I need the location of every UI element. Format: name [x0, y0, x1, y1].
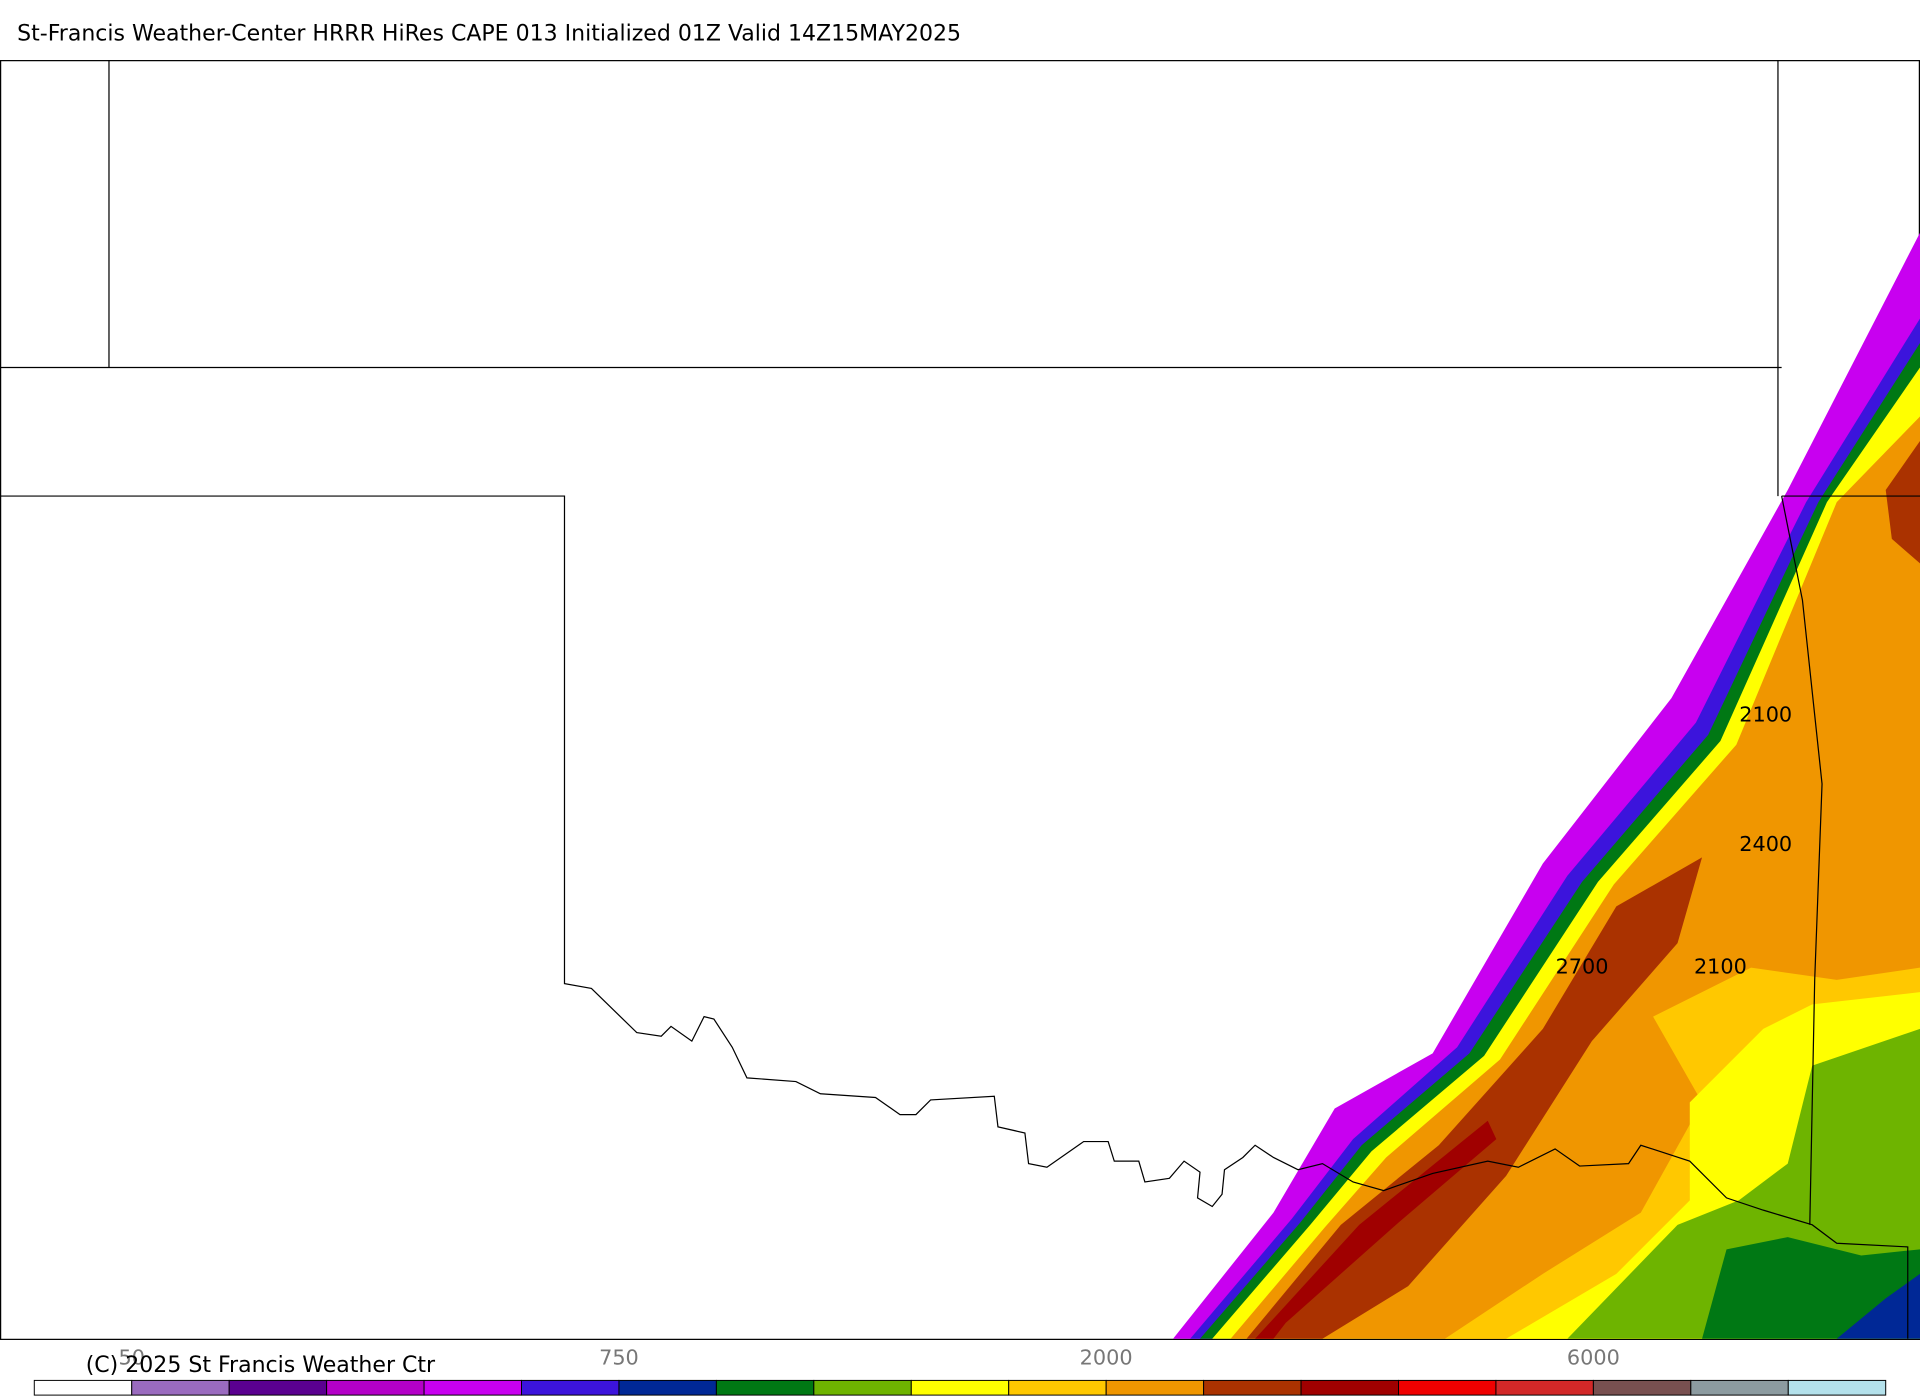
colorbar-box — [521, 1379, 620, 1396]
colorbar-box — [1495, 1379, 1594, 1396]
copyright: (C) 2025 St Francis Weather Ctr — [86, 1353, 436, 1378]
colorbar-box — [1105, 1379, 1205, 1396]
colorbar-label: 6000 — [1567, 1345, 1620, 1369]
colorbar-box — [1008, 1379, 1107, 1396]
map-title: St-Francis Weather-Center HRRR HiRes CAP… — [17, 21, 961, 46]
cape-band — [1836, 1273, 1920, 1339]
contour-label: 2700 — [1556, 955, 1609, 979]
colorbar-box — [131, 1379, 230, 1396]
cape-band — [1702, 1237, 1920, 1339]
colorbar-box — [813, 1379, 912, 1396]
colorbar-label: 2000 — [1080, 1345, 1133, 1369]
contour-label: 2100 — [1694, 955, 1747, 979]
colorbar-box — [1787, 1379, 1887, 1396]
colorbar-box — [1592, 1379, 1692, 1396]
contour-label: 2400 — [1739, 832, 1792, 856]
colorbar-label: 750 — [599, 1345, 639, 1369]
colorbar-box — [33, 1379, 133, 1396]
state-borders — [0, 60, 1920, 1339]
colorbar-box — [1300, 1379, 1399, 1396]
colorbar-box — [618, 1379, 717, 1396]
cape-band — [1246, 857, 1703, 1339]
cape-band — [1885, 440, 1920, 564]
colorbar-box — [326, 1379, 425, 1396]
cape-band — [1255, 1120, 1497, 1339]
colorbar-box — [910, 1379, 1010, 1396]
colorbar-label: 50 — [118, 1345, 144, 1369]
contour-label: 2100 — [1739, 702, 1792, 726]
colorbar: 50 750 2000 6000 — [33, 1345, 1887, 1396]
map: 2100 2400 2700 2100 — [0, 60, 1920, 1340]
colorbar-box — [423, 1379, 522, 1396]
colorbar-box — [1398, 1379, 1497, 1396]
colorbar-box — [228, 1379, 328, 1396]
colorbar-box — [1203, 1379, 1302, 1396]
colorbar-box — [715, 1379, 815, 1396]
colorbar-box — [1690, 1379, 1789, 1396]
